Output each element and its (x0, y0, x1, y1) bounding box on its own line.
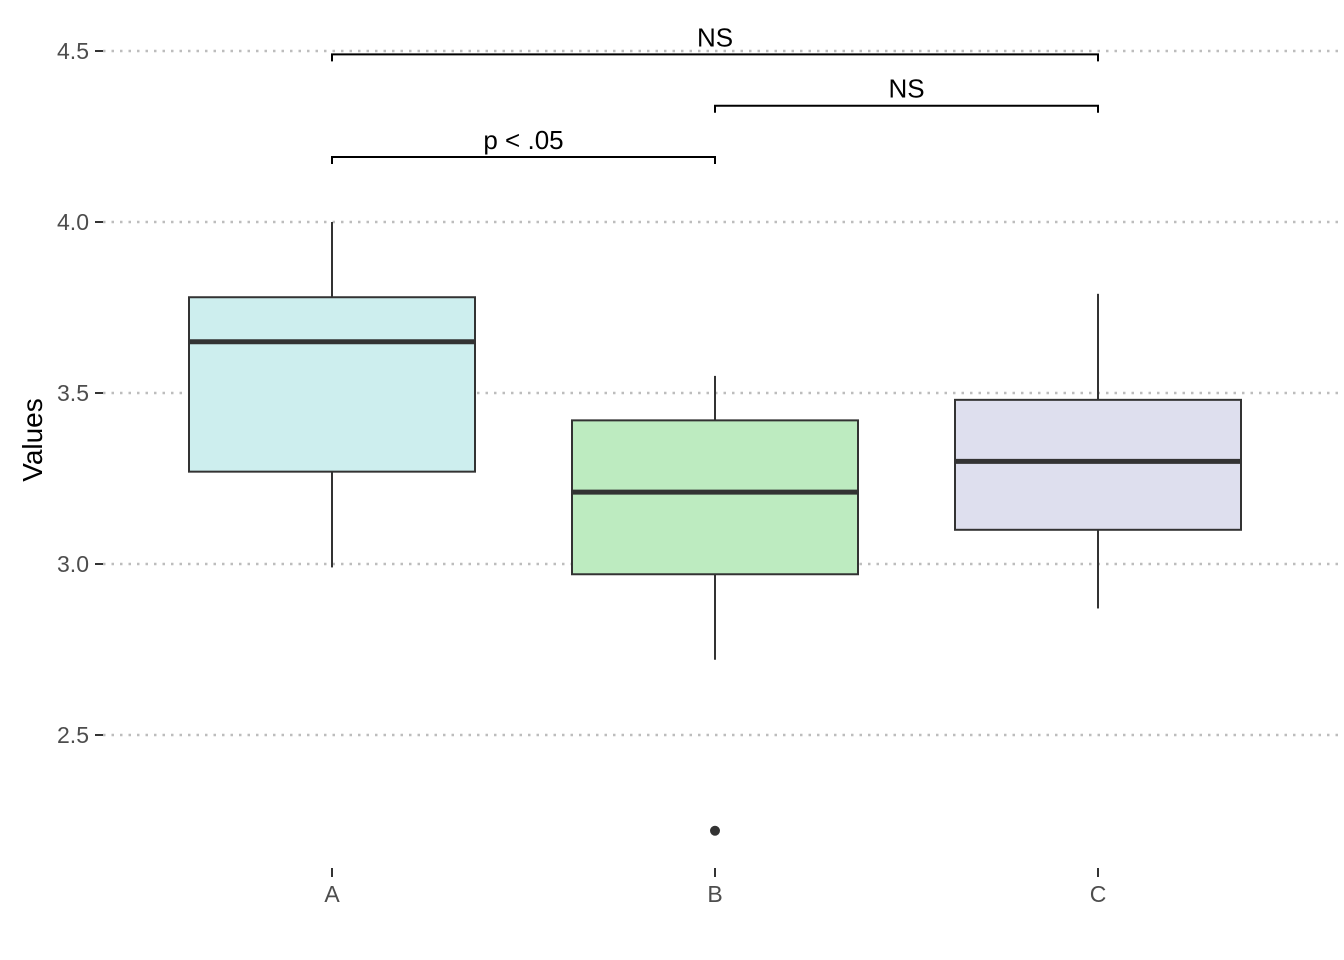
box-iqr (188, 296, 476, 473)
bracket-line (331, 156, 716, 165)
y-axis-title: Values (17, 398, 48, 482)
bracket-label: p < .05 (483, 125, 563, 155)
box-iqr (571, 419, 859, 576)
y-tick-label: 3.0 (57, 551, 89, 577)
y-tick-label: 4.5 (57, 38, 89, 64)
bracket-label: NS (888, 74, 924, 104)
y-tick-label: 2.5 (57, 722, 89, 748)
bracket-label: NS (697, 22, 733, 52)
box-c (954, 293, 1242, 609)
box-b (571, 375, 859, 836)
bracket-a-b: p < .05 (331, 125, 716, 165)
outlier-point (710, 825, 720, 836)
bracket-line (714, 104, 1099, 113)
significance-brackets: p < .05 NS NS (331, 22, 1099, 165)
x-tick-label: B (707, 881, 722, 907)
x-tick-label: A (324, 881, 340, 907)
box-a (188, 222, 476, 568)
bracket-b-c: NS (714, 74, 1099, 113)
x-tick-label: C (1090, 881, 1107, 907)
y-tick-label: 3.5 (57, 380, 89, 406)
y-axis: 2.5 3.0 3.5 4.0 4.5 (57, 38, 103, 748)
boxes (188, 222, 1242, 836)
box-iqr (954, 398, 1242, 531)
x-axis: A B C (324, 868, 1106, 907)
bracket-a-c: NS (331, 22, 1099, 62)
bracket-line (331, 53, 1099, 62)
y-tick-label: 4.0 (57, 209, 89, 235)
